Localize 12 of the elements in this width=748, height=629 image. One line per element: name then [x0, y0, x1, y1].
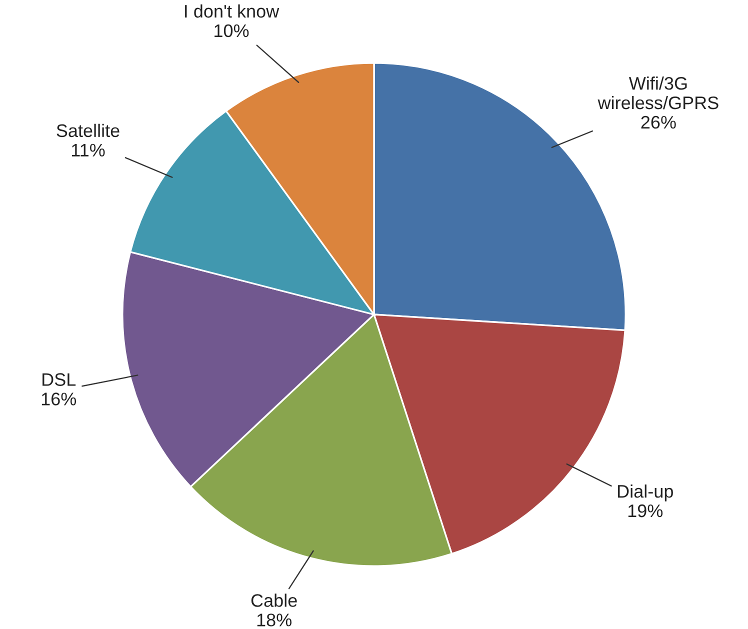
slice-label: Satellite: [56, 124, 120, 138]
data-label: 16%: [42, 392, 76, 406]
slice-label: Wifi/3G wireless/GPRS: [598, 76, 718, 110]
data-label: 26%: [641, 116, 676, 129]
slice-label: Cable: [251, 594, 297, 607]
data-label: 19%: [628, 504, 663, 518]
data-label: 18%: [257, 614, 292, 626]
slice-label: Dial-up: [618, 484, 673, 502]
slice-label: I don't know: [185, 4, 280, 18]
slice-label: DSL: [42, 373, 76, 386]
data-label: 11%: [72, 144, 105, 156]
data-label: 10%: [214, 24, 249, 38]
